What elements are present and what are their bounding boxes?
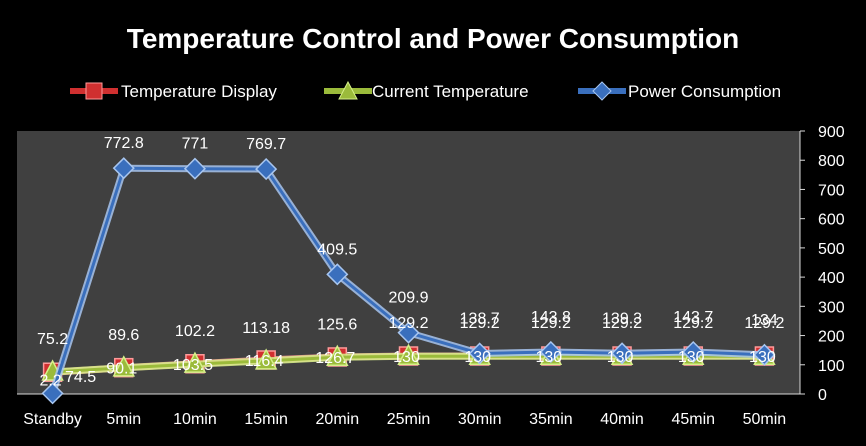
legend: Temperature Display Current Temperature … — [70, 80, 781, 101]
data-label: 129.2 — [673, 315, 713, 332]
x-tick-label: 45min — [671, 411, 715, 428]
data-point-marker — [255, 158, 278, 181]
data-point-marker — [397, 343, 420, 365]
data-labels: 74.5 90.1 103.5 116.4 126.7 130 130 130 130 130 13… — [37, 135, 785, 389]
data-label: 116.4 — [245, 353, 284, 370]
data-label: 130 — [749, 349, 776, 366]
x-tick-label: 30min — [458, 411, 502, 428]
legend-item-current-temperature: Current Temperature — [324, 80, 529, 101]
data-label: 143.7 — [673, 309, 713, 326]
data-label: 126.7 — [315, 350, 355, 367]
legend-label-power-consumption: Power Consumption — [628, 82, 781, 101]
data-label: 134 — [751, 312, 778, 329]
data-point-marker — [112, 157, 135, 180]
data-label: 129.2 — [531, 315, 571, 332]
data-label: 130 — [536, 349, 563, 366]
x-tick-label: 25min — [387, 411, 431, 428]
x-tick-label: 40min — [600, 411, 644, 428]
data-label: 129.2 — [744, 315, 784, 332]
data-point-marker — [753, 343, 776, 366]
x-axis-ticks: Standby 5min 10min 15min 20min 25min 30min 35mi… — [23, 411, 786, 428]
data-point-marker — [326, 263, 349, 286]
data-point-marker — [610, 342, 634, 365]
data-label: 130 — [393, 349, 420, 366]
data-point-marker — [41, 382, 64, 405]
legend-marker-triangle — [338, 80, 358, 100]
legend-item-temperature-display: Temperature Display — [70, 82, 277, 101]
data-label: 130 — [464, 349, 491, 366]
data-point-marker — [539, 340, 562, 364]
data-point-marker — [254, 348, 278, 370]
data-point-marker — [183, 157, 207, 180]
legend-marker-square — [85, 82, 103, 100]
y-tick-label: 700 — [818, 182, 845, 199]
x-tick-label: 15min — [244, 411, 288, 428]
data-point-marker — [112, 355, 136, 377]
x-tick-label: 20min — [316, 411, 360, 428]
y-tick-label: 0 — [818, 387, 827, 404]
data-point-marker — [468, 342, 491, 365]
y-axis-ticks: 0 100 200 300 400 500 600 700 800 900 — [800, 124, 845, 404]
data-point-marker — [183, 351, 207, 373]
data-label: 143.8 — [531, 309, 571, 326]
y-tick-label: 100 — [818, 358, 845, 375]
data-label: 130 — [678, 349, 705, 366]
data-label: 102.2 — [175, 323, 215, 340]
data-label: 129.2 — [602, 315, 642, 332]
y-tick-label: 300 — [818, 299, 845, 316]
chart-title: Temperature Control and Power Consumptio… — [127, 23, 739, 54]
data-label: 113.18 — [242, 320, 290, 337]
data-label: 103.5 — [173, 357, 213, 374]
x-tick-label: 35min — [529, 411, 573, 428]
y-tick-label: 400 — [818, 270, 845, 287]
data-label: 130 — [607, 349, 634, 366]
data-label: 772.8 — [104, 135, 144, 152]
x-tick-label: 50min — [743, 411, 787, 428]
x-tick-label: 10min — [173, 411, 217, 428]
data-label: 139.3 — [602, 310, 642, 327]
legend-marker-diamond — [592, 81, 612, 101]
legend-label-temperature-display: Temperature Display — [121, 82, 277, 101]
y-tick-label: 900 — [818, 124, 845, 141]
legend-item-power-consumption: Power Consumption — [578, 81, 781, 101]
data-label: 129.2 — [388, 315, 428, 332]
x-tick-label: Standby — [23, 411, 82, 428]
data-label: 209.9 — [388, 290, 428, 307]
data-point-marker — [682, 340, 705, 364]
data-label: 769.7 — [246, 136, 286, 153]
legend-label-current-temperature: Current Temperature — [372, 82, 529, 101]
data-label: 74.5 — [65, 369, 96, 386]
data-point-marker — [326, 344, 349, 367]
y-tick-label: 500 — [818, 241, 845, 258]
data-point-marker — [397, 321, 420, 344]
data-label: 129.2 — [460, 315, 500, 332]
data-label: 771 — [182, 136, 209, 153]
y-tick-label: 800 — [818, 153, 845, 170]
data-label: 75.2 — [37, 331, 68, 348]
y-tick-label: 600 — [818, 212, 845, 229]
x-tick-label: 5min — [106, 411, 141, 428]
data-label: 2.2 — [39, 372, 61, 389]
data-label: 409.5 — [317, 241, 357, 258]
series-layer — [41, 157, 776, 405]
y-tick-label: 200 — [818, 329, 845, 346]
data-label: 138.7 — [460, 310, 500, 327]
data-label: 89.6 — [108, 327, 139, 344]
data-label: 125.6 — [317, 316, 357, 333]
data-label: 90.1 — [106, 361, 137, 378]
